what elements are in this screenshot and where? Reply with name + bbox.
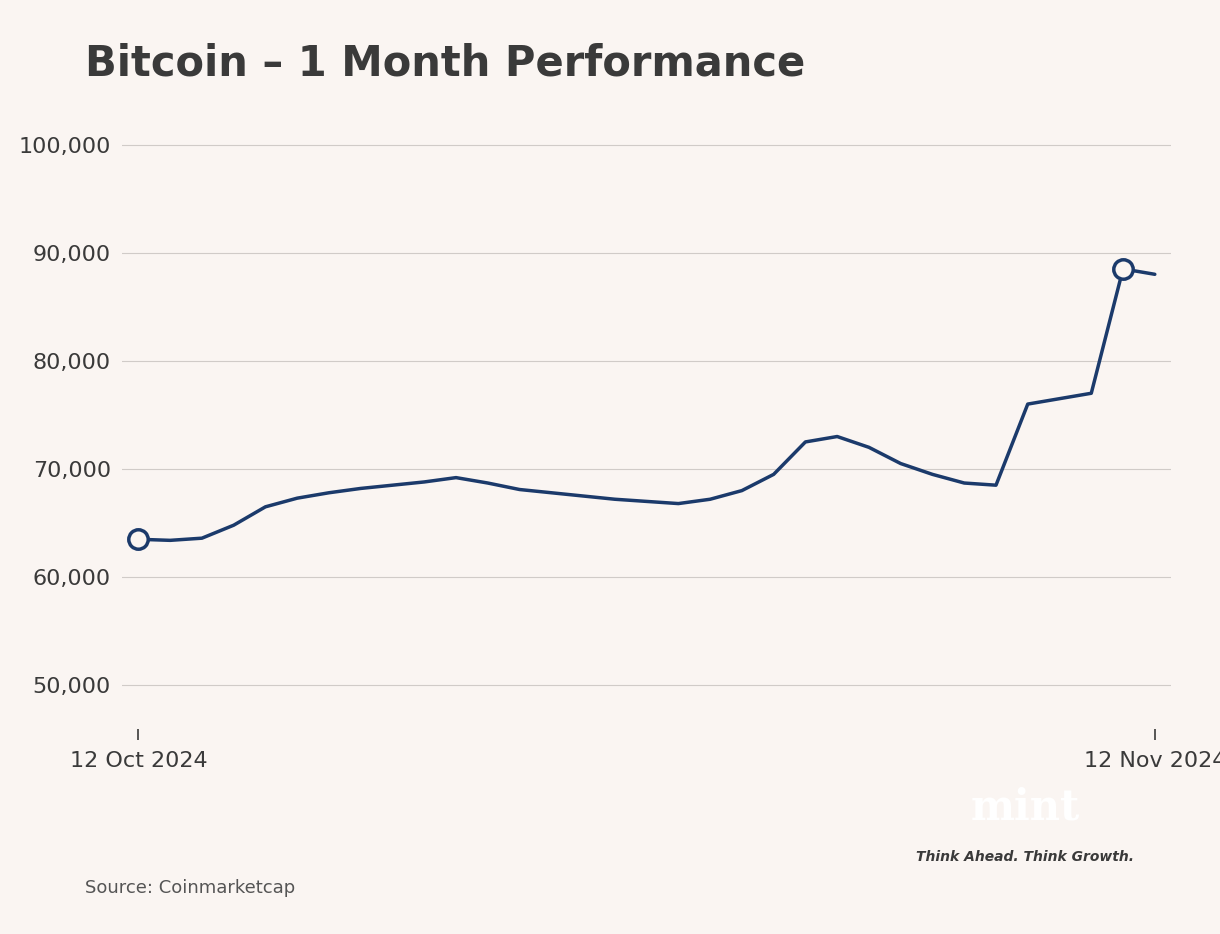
Text: mint: mint (970, 787, 1080, 828)
Text: Source: Coinmarketcap: Source: Coinmarketcap (85, 879, 295, 897)
Text: Think Ahead. Think Growth.: Think Ahead. Think Growth. (916, 850, 1133, 864)
Text: Bitcoin – 1 Month Performance: Bitcoin – 1 Month Performance (85, 42, 805, 84)
